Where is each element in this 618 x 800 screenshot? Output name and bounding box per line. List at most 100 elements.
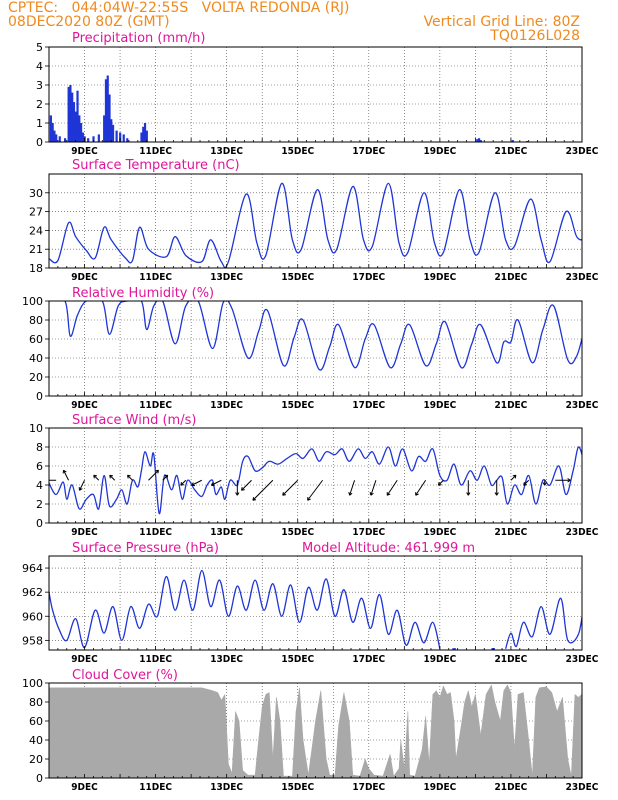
wind-vector [523, 479, 530, 486]
wind-vector-head [164, 474, 169, 479]
precip-bar [69, 85, 72, 142]
precip-bar [106, 75, 109, 142]
y-tick-label: 958 [22, 634, 43, 647]
y-tick-label: 80 [29, 696, 43, 709]
y-tick-label: 960 [22, 610, 43, 623]
series [49, 569, 582, 650]
wind-vector [63, 470, 69, 481]
x-tick-label: 13DEC [210, 272, 243, 283]
wind-vector-head [235, 492, 240, 496]
wind-vector-head [191, 482, 196, 487]
wind-vector-head [386, 492, 391, 496]
y-tick-label: 4 [36, 60, 43, 73]
panel-title: Precipitation (mm/h) [72, 31, 205, 46]
precip-bar [115, 130, 118, 142]
precip-bar [108, 94, 111, 142]
x-tick-label: 9DEC [71, 272, 98, 283]
precip-bar [140, 132, 143, 142]
wind-vector [386, 479, 398, 496]
x-tick-label: 11DEC [139, 527, 172, 538]
precip-bar [72, 102, 76, 142]
panel-title: Surface Wind (m/s) [72, 413, 196, 428]
y-tick-label: 1 [36, 117, 43, 130]
wind-vector [252, 479, 274, 501]
y-tick-label: 0 [36, 136, 43, 149]
y-tick-label: 964 [22, 562, 43, 575]
x-tick-label: 19DEC [423, 527, 456, 538]
wind-vector-head [542, 482, 547, 486]
panel-frame [48, 555, 583, 651]
y-tick-label: 20 [29, 371, 43, 384]
wind-vector-head [415, 492, 419, 496]
precip-bar [87, 138, 90, 142]
precip-bar [145, 130, 148, 142]
precip-bar [53, 130, 56, 142]
panel-5: 9DEC 11DEC 13DEC 15DEC 17DEC 19DEC 21DEC 23DEC 9… [22, 541, 599, 665]
precip-bar [76, 90, 79, 142]
y-tick-label: 6 [36, 460, 43, 473]
x-tick-label: 21DEC [495, 654, 528, 665]
header-line1-left: CPTEC: 044:04W-22:55S VOLTA REDONDA (RJ) [8, 0, 350, 16]
wind-vector-head [282, 491, 287, 496]
header-line2-left: 08DEC2020 80Z (GMT) [8, 14, 170, 30]
x-tick-label: 17DEC [352, 400, 385, 411]
wind-vector-head [180, 481, 185, 486]
wind-vector-head [567, 478, 571, 483]
panel-frame [48, 46, 583, 143]
wind-vector [241, 479, 252, 491]
x-tick-label: 15DEC [281, 654, 314, 665]
panel-annotation: Model Altitude: 461.999 m [302, 541, 475, 556]
wind-vector-head [49, 478, 50, 482]
wind-vector [370, 480, 377, 496]
y-tick-label: 2 [36, 98, 43, 111]
wind-vector-head [155, 469, 159, 474]
y-tick-label: 18 [29, 262, 43, 275]
wind-vector [127, 474, 133, 481]
series-line [49, 569, 441, 649]
x-tick-label: 19DEC [423, 654, 456, 665]
series [49, 75, 529, 142]
x-tick-label: 13DEC [210, 527, 243, 538]
wind-vector [148, 469, 159, 481]
x-tick-label: 13DEC [210, 400, 243, 411]
x-tick-label: 11DEC [139, 400, 172, 411]
y-tick-label: 24 [29, 224, 43, 237]
x-tick-label: 19DEC [423, 782, 456, 793]
wind-vector [191, 479, 203, 486]
y-tick-label: 40 [29, 734, 43, 747]
precip-bar [142, 126, 145, 142]
y-tick-label: 4 [36, 479, 43, 492]
panel-6: 9DEC 11DEC 13DEC 15DEC 17DEC 19DEC 21DEC 23DEC 0… [22, 668, 599, 793]
x-tick-label: 21DEC [495, 527, 528, 538]
series [49, 301, 582, 371]
header-line3-right: TQ0126L028 [490, 28, 580, 44]
x-tick-label: 15DEC [281, 400, 314, 411]
precip-bar [71, 92, 74, 142]
x-tick-label: 15DEC [281, 272, 314, 283]
precip-bar [63, 138, 67, 142]
x-tick-label: 23DEC [566, 146, 599, 157]
wind-vector-head [523, 481, 527, 486]
precip-bar [477, 138, 481, 142]
wind-vector-head [369, 491, 374, 496]
y-tick-label: 27 [29, 206, 43, 219]
x-tick-label: 21DEC [495, 782, 528, 793]
wind-vector [79, 480, 85, 491]
precip-bar [67, 86, 70, 142]
header-line2-right: Vertical Grid Line: 80Z [423, 14, 580, 30]
wind-vector-head [127, 474, 131, 479]
series-line [49, 182, 582, 268]
precip-bar [97, 134, 100, 142]
x-tick-label: 17DEC [352, 527, 385, 538]
x-tick-label: 21DEC [495, 146, 528, 157]
y-tick-label: 0 [36, 390, 43, 403]
y-tick-label: 100 [22, 295, 43, 308]
wind-vector-head [210, 482, 215, 487]
wind-vector [93, 474, 100, 481]
wind-vector-head [512, 474, 517, 479]
y-tick-label: 3 [36, 79, 43, 92]
x-tick-label: 21DEC [495, 272, 528, 283]
x-tick-label: 19DEC [423, 272, 456, 283]
x-tick-label: 9DEC [71, 146, 98, 157]
